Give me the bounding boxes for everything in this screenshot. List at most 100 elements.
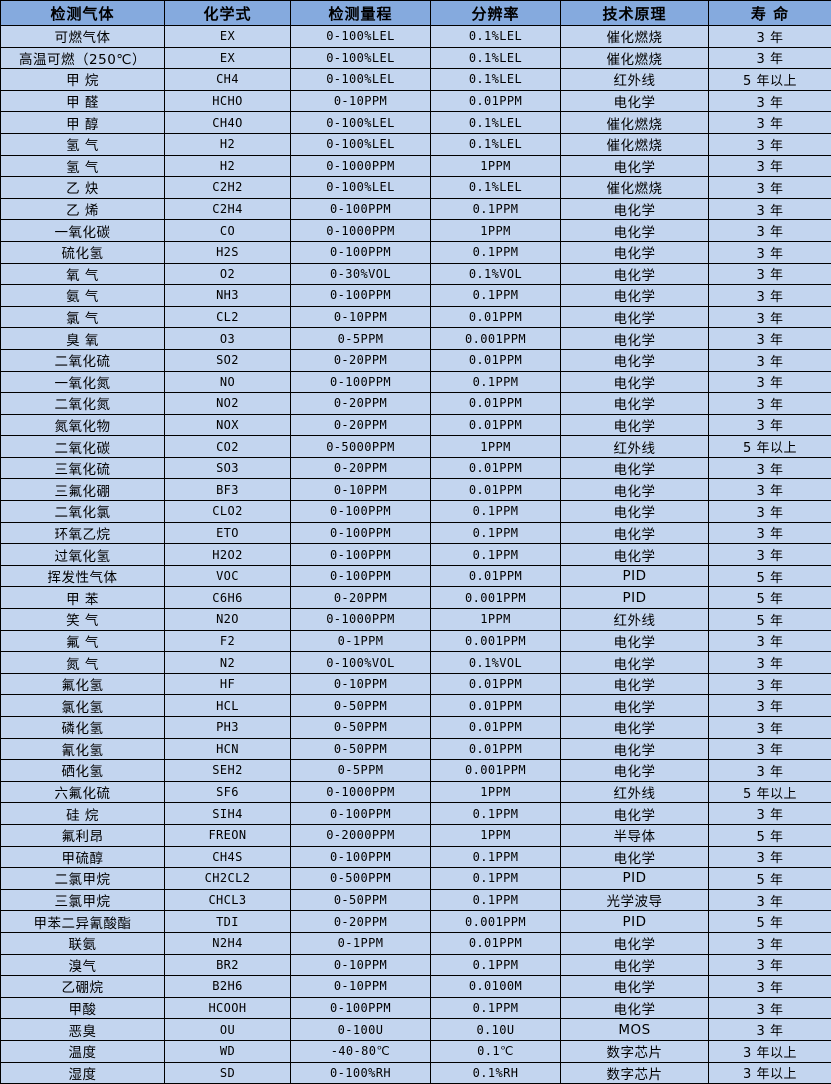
- cell-resolution: 0.01PPM: [431, 414, 561, 436]
- cell-formula: N2O: [165, 609, 291, 631]
- cell-life: 3 年: [709, 306, 831, 328]
- cell-resolution: 0.01PPM: [431, 932, 561, 954]
- cell-life: 3 年: [709, 47, 831, 69]
- cell-gas: 二氧化氮: [1, 393, 165, 415]
- cell-gas: 乙 炔: [1, 177, 165, 199]
- cell-resolution: 0.1%LEL: [431, 26, 561, 48]
- cell-resolution: 0.01PPM: [431, 479, 561, 501]
- cell-resolution: 0.1PPM: [431, 285, 561, 307]
- cell-gas: 臭 氧: [1, 328, 165, 350]
- cell-gas: 恶臭: [1, 1019, 165, 1041]
- cell-resolution: 0.1%LEL: [431, 69, 561, 91]
- cell-resolution: 0.01PPM: [431, 738, 561, 760]
- cell-range: 0-1000PPM: [291, 155, 431, 177]
- cell-gas: 氮氧化物: [1, 414, 165, 436]
- cell-gas: 甲酸: [1, 997, 165, 1019]
- cell-principle: 电化学: [561, 90, 709, 112]
- cell-range: 0-100%LEL: [291, 26, 431, 48]
- cell-resolution: 0.1%VOL: [431, 263, 561, 285]
- cell-resolution: 0.10U: [431, 1019, 561, 1041]
- cell-life: 3 年: [709, 1019, 831, 1041]
- cell-range: 0-1000PPM: [291, 781, 431, 803]
- cell-range: -40-80℃: [291, 1040, 431, 1062]
- cell-life: 3 年以上: [709, 1040, 831, 1062]
- cell-life: 3 年: [709, 760, 831, 782]
- cell-range: 0-20PPM: [291, 457, 431, 479]
- cell-gas: 甲 醛: [1, 90, 165, 112]
- cell-resolution: 0.01PPM: [431, 565, 561, 587]
- cell-formula: CL2: [165, 306, 291, 328]
- cell-resolution: 0.01PPM: [431, 673, 561, 695]
- cell-resolution: 0.01PPM: [431, 457, 561, 479]
- cell-gas: 氮 气: [1, 652, 165, 674]
- cell-range: 0-20PPM: [291, 393, 431, 415]
- cell-gas: 温度: [1, 1040, 165, 1062]
- column-header-formula: 化学式: [165, 1, 291, 26]
- cell-gas: 溴气: [1, 954, 165, 976]
- cell-formula: HCN: [165, 738, 291, 760]
- cell-life: 3 年: [709, 133, 831, 155]
- cell-principle: 红外线: [561, 436, 709, 458]
- cell-resolution: 0.1PPM: [431, 997, 561, 1019]
- cell-principle: 电化学: [561, 976, 709, 998]
- cell-formula: BF3: [165, 479, 291, 501]
- cell-resolution: 0.1PPM: [431, 501, 561, 523]
- cell-formula: CH4S: [165, 846, 291, 868]
- cell-range: 0-100PPM: [291, 198, 431, 220]
- cell-resolution: 0.1PPM: [431, 198, 561, 220]
- cell-life: 3 年: [709, 263, 831, 285]
- cell-formula: SF6: [165, 781, 291, 803]
- cell-life: 3 年: [709, 328, 831, 350]
- cell-resolution: 0.1PPM: [431, 544, 561, 566]
- cell-range: 0-10PPM: [291, 306, 431, 328]
- cell-life: 3 年: [709, 198, 831, 220]
- cell-formula: SEH2: [165, 760, 291, 782]
- cell-formula: CLO2: [165, 501, 291, 523]
- cell-life: 3 年: [709, 738, 831, 760]
- cell-principle: 催化燃烧: [561, 112, 709, 134]
- cell-range: 0-100PPM: [291, 846, 431, 868]
- cell-principle: PID: [561, 911, 709, 933]
- cell-life: 5 年: [709, 868, 831, 890]
- cell-resolution: 0.01PPM: [431, 717, 561, 739]
- cell-formula: CH4O: [165, 112, 291, 134]
- cell-formula: C2H2: [165, 177, 291, 199]
- cell-life: 3 年: [709, 544, 831, 566]
- cell-life: 3 年: [709, 26, 831, 48]
- cell-formula: EX: [165, 26, 291, 48]
- cell-resolution: 0.1%LEL: [431, 112, 561, 134]
- cell-principle: 数字芯片: [561, 1062, 709, 1084]
- cell-principle: 电化学: [561, 717, 709, 739]
- cell-formula: HF: [165, 673, 291, 695]
- cell-principle: 电化学: [561, 501, 709, 523]
- cell-gas: 磷化氢: [1, 717, 165, 739]
- cell-principle: 电化学: [561, 285, 709, 307]
- cell-life: 5 年: [709, 587, 831, 609]
- cell-gas: 氢 气: [1, 155, 165, 177]
- cell-formula: FREON: [165, 824, 291, 846]
- cell-life: 3 年: [709, 932, 831, 954]
- cell-principle: 红外线: [561, 781, 709, 803]
- cell-life: 3 年: [709, 479, 831, 501]
- cell-range: 0-20PPM: [291, 911, 431, 933]
- cell-formula: ETO: [165, 522, 291, 544]
- cell-formula: N2: [165, 652, 291, 674]
- cell-life: 3 年: [709, 997, 831, 1019]
- cell-principle: 电化学: [561, 328, 709, 350]
- cell-principle: 红外线: [561, 69, 709, 91]
- cell-resolution: 0.01PPM: [431, 90, 561, 112]
- cell-life: 3 年: [709, 846, 831, 868]
